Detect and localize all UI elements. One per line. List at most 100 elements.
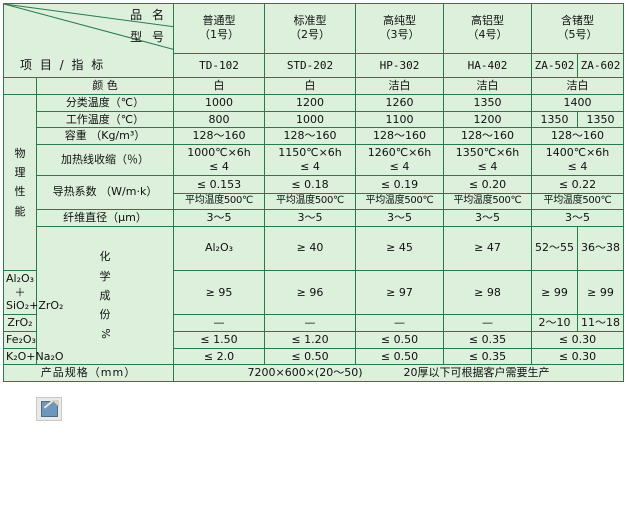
cell-al2o3-1: ≥ 40	[264, 225, 356, 271]
row-label-conductivity: 导热系数 （W/m·k）	[36, 174, 174, 210]
cell-sum-1: ≥ 95	[173, 269, 265, 316]
cell-class-temp-4: 1350	[443, 93, 532, 112]
product-name-4: 高铝型	[471, 14, 504, 28]
row-label-fiber-diameter: 纤维直径（μm）	[36, 208, 174, 227]
broken-image-tear	[52, 400, 59, 407]
row-al2o3: 化 学 成 份 % Al₂O₃ ≥ 40 ≥ 45 ≥ 47 52～55 36～…	[4, 225, 624, 366]
cell-class-temp-3: 1260	[355, 93, 444, 112]
cell-work-temp-4: 1200	[443, 110, 532, 129]
cell-shrinkage-4: 1350℃×6h ≤ 4	[443, 144, 532, 176]
cell-conductivity-1-note: 平均温度500℃	[185, 195, 253, 207]
cell-shrinkage-4-line2: ≤ 4	[477, 159, 498, 173]
cell-bulk-density-5: 128～160	[531, 127, 624, 145]
product-name-1: 普通型	[202, 14, 236, 28]
cell-shrinkage-2-line2: ≤ 4	[300, 159, 320, 173]
cell-class-temp-5: 1400	[531, 93, 624, 112]
cell-shrinkage-5-line2: ≤ 4	[567, 159, 588, 173]
cell-fe2o3-3: ≤ 0.50	[355, 330, 444, 349]
specification-table: 品 名 型 号 项 目 / 指 标 普通型 （1号） 标准型 （2号） 高纯型 …	[3, 2, 624, 382]
cell-conductivity-5: ≤ 0.22 平均温度500℃	[531, 174, 624, 210]
cell-shrinkage-4-line1: 1350℃×6h	[455, 146, 520, 159]
row-label-bulk-density: 容重 （Kg/m³）	[36, 127, 174, 145]
header-label-product-name: 品 名	[130, 8, 167, 22]
row-label-work-temp: 工作温度（℃）	[36, 110, 174, 129]
row-label-color: 颜 色	[36, 77, 174, 95]
model-code-5b: ZA-602	[577, 53, 624, 78]
cell-al2o3-4: 52～55	[531, 225, 578, 271]
cell-conductivity-2-note: 平均温度500℃	[276, 195, 344, 207]
row-al2o3-sio2-zro2: Al₂O₃＋SiO₂+ZrO₂ ≥ 95 ≥ 96 ≥ 97 ≥ 98 ≥ 99…	[3, 269, 624, 316]
cell-conductivity-4-value: ≤ 0.20	[444, 176, 531, 195]
model-code-2: STD-202	[264, 53, 356, 78]
chemical-char-1: 化	[99, 250, 111, 264]
cell-fiber-diameter-1: 3～5	[173, 208, 265, 227]
cell-work-temp-1: 800	[173, 110, 265, 129]
cell-fe2o3-2: ≤ 1.20	[264, 330, 356, 349]
cell-conductivity-5-note: 平均温度500℃	[543, 195, 612, 207]
chemical-char-3: 成	[99, 288, 111, 302]
cell-shrinkage-3-line1: 1260℃×6h	[367, 146, 432, 159]
row-label-al2o3-sio2-zro2: Al₂O₃＋SiO₂+ZrO₂	[3, 269, 63, 316]
cell-al2o3-5a: 36～38	[577, 225, 624, 271]
product-number-1: （1号）	[199, 28, 239, 42]
cell-color-4: 洁白	[443, 77, 532, 95]
cell-conductivity-2: ≤ 0.18 平均温度500℃	[264, 174, 356, 210]
cell-shrinkage-5: 1400℃×6h ≤ 4	[531, 144, 624, 176]
cell-zro2-5b: 11～18	[577, 314, 624, 332]
cell-k2o-4: ≤ 0.35	[443, 347, 532, 366]
header-label-item: 项 目 / 指 标	[20, 58, 106, 72]
product-header-4: 高铝型 （4号）	[443, 2, 532, 55]
physical-char-4: 能	[14, 204, 26, 218]
footer-value-cell: 7200×600×(20～50) 20厚以下可根据客户需要生产	[173, 364, 624, 382]
cell-sum-2: ≥ 96	[264, 269, 356, 316]
row-color: 颜 色 白 白 洁白 洁白 洁白	[3, 77, 624, 95]
cell-shrinkage-3-line2: ≤ 4	[389, 159, 410, 173]
header-label-model: 型 号	[130, 30, 167, 44]
header-diagonal-cell: 品 名 型 号 项 目 / 指 标	[3, 3, 174, 78]
cell-shrinkage-3: 1260℃×6h ≤ 4	[355, 144, 444, 176]
cell-conductivity-3: ≤ 0.19 平均温度500℃	[355, 174, 444, 210]
row-conductivity: 导热系数 （W/m·k） ≤ 0.153 平均温度500℃ ≤ 0.18 平均温…	[4, 174, 624, 210]
row-label-class-temp: 分类温度（℃）	[36, 93, 174, 112]
cell-al2o3-2: ≥ 45	[355, 225, 444, 271]
cell-class-temp-1: 1000	[173, 93, 265, 112]
row-label-shrinkage: 加热线收缩（％）	[36, 144, 174, 176]
cell-fe2o3-4: ≤ 0.35	[443, 330, 532, 349]
broken-image-icon	[36, 397, 62, 421]
cell-shrinkage-1-line1: 1000℃×6h	[187, 146, 251, 159]
cell-work-temp-5b: 1350	[577, 110, 624, 129]
model-code-5a: ZA-502	[531, 53, 578, 78]
cell-conductivity-3-value: ≤ 0.19	[356, 176, 443, 195]
cell-bulk-density-2: 128～160	[264, 127, 356, 145]
cell-al2o3-3: ≥ 47	[443, 225, 532, 271]
row-label-al2o3: Al₂O₃	[173, 225, 265, 271]
product-name-2: 标准型	[293, 14, 327, 28]
header-row-model-codes: TD-102 STD-202 HP-302 HA-402 ZA-502 ZA-6…	[4, 53, 624, 78]
cell-conductivity-1-value: ≤ 0.153	[174, 176, 264, 195]
cell-k2o-1: ≤ 2.0	[173, 347, 265, 366]
cell-shrinkage-5-line1: 1400℃×6h	[545, 146, 610, 159]
physical-char-1: 物	[14, 146, 26, 160]
cell-sum-5a: ≥ 99	[531, 269, 578, 316]
cell-color-2: 白	[264, 77, 356, 95]
cell-zro2-5a: 2～10	[531, 314, 578, 332]
cell-zro2-1: —	[173, 314, 265, 332]
product-name-5: 含锗型	[561, 14, 594, 28]
footer-note: 20厚以下可根据客户需要生产	[403, 366, 550, 380]
row-label-zro2: ZrO₂	[3, 314, 37, 332]
cell-fiber-diameter-3: 3～5	[355, 208, 444, 227]
cell-zro2-3: —	[355, 314, 444, 332]
row-zro2: ZrO₂ — — — — 2～10 11～18	[3, 314, 624, 332]
cell-color-3: 洁白	[355, 77, 444, 95]
cell-k2o-3: ≤ 0.50	[355, 347, 444, 366]
cell-zro2-2: —	[264, 314, 356, 332]
cell-conductivity-1: ≤ 0.153 平均温度500℃	[173, 174, 265, 210]
header-row-product-names: 品 名 型 号 项 目 / 指 标 普通型 （1号） 标准型 （2号） 高纯型 …	[3, 2, 624, 78]
cell-class-temp-2: 1200	[264, 93, 356, 112]
cell-bulk-density-3: 128～160	[355, 127, 444, 145]
model-code-3: HP-302	[355, 53, 444, 78]
product-header-3: 高纯型 （3号）	[355, 2, 444, 55]
cell-fe2o3-1: ≤ 1.50	[173, 330, 265, 349]
row-fiber-diameter: 纤维直径（μm） 3～5 3～5 3～5 3～5 3～5	[4, 208, 624, 227]
